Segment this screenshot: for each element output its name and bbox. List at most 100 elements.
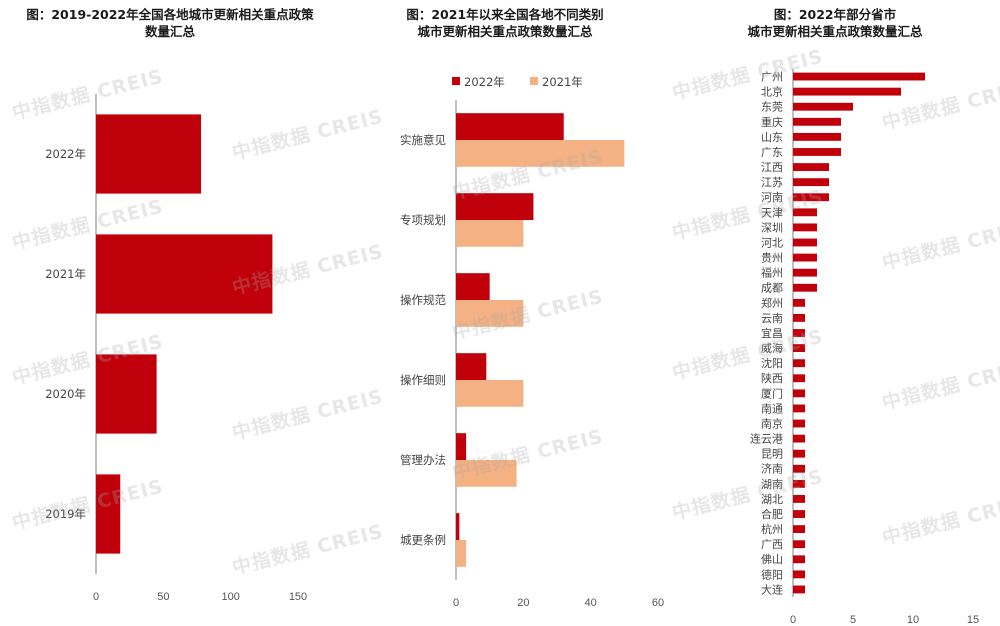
x-tick-label: 10 [907, 614, 919, 626]
category-label: 福州 [761, 266, 783, 280]
category-label: 湖南 [761, 478, 783, 491]
chart-panel-yearly: 图：2019-2022年全国各地城市更新相关重点政策 数量汇总 2022年 202… [0, 0, 340, 626]
bar [456, 193, 534, 220]
category-label: 广西 [761, 538, 783, 551]
bar [793, 102, 853, 111]
bar [793, 298, 805, 307]
x-tick-label: 20 [517, 597, 529, 609]
x-tick-label: 50 [157, 591, 169, 603]
bar [793, 555, 805, 564]
bar [793, 268, 817, 277]
category-label: 重庆 [761, 115, 783, 129]
category-label: 城更条例 [400, 533, 446, 547]
chart-title-line-2: 城市更新相关重点政策数量汇总 [417, 24, 593, 39]
bar [793, 570, 805, 579]
bar [793, 253, 817, 262]
bar [793, 585, 805, 594]
chart-title-line-2: 城市更新相关重点政策数量汇总 [747, 24, 923, 39]
bar [456, 140, 625, 167]
category-label: 沈阳 [761, 356, 783, 370]
category-label: 操作细则 [400, 373, 446, 387]
x-tick-label: 0 [93, 591, 99, 603]
bar [456, 433, 467, 460]
bar [793, 479, 805, 488]
bar [793, 329, 805, 337]
category-label: 2020年 [45, 387, 86, 401]
category-label: 东莞 [761, 101, 783, 114]
category-label: 杭州 [761, 522, 783, 536]
legend-swatch [530, 77, 538, 85]
category-label: 2019年 [45, 507, 86, 521]
category-label: 2022年 [45, 147, 86, 161]
chart-panel-category: 图：2021年以来全国各地不同类别 城市更新相关重点政策数量汇总 实施意见专项规… [340, 0, 670, 626]
chart-title: 图：2019-2022年全国各地城市更新相关重点政策 数量汇总 [0, 6, 340, 40]
category-label: 济南 [761, 462, 783, 476]
category-label: 管理办法 [400, 453, 446, 467]
bar [793, 359, 805, 368]
bar [793, 117, 841, 126]
bar [456, 300, 524, 327]
bar [793, 464, 805, 473]
category-label: 厦门 [761, 386, 783, 400]
bar [456, 353, 487, 380]
x-tick-label: 150 [289, 591, 307, 603]
category-label: 专项规划 [400, 213, 446, 227]
bar [96, 114, 202, 194]
chart-panel-city: 图：2022年部分省市 城市更新相关重点政策数量汇总 广州 北京 东莞 重庆 山东 广东江… [670, 0, 1000, 626]
bar [793, 223, 817, 232]
bar [793, 238, 817, 247]
x-tick-label: 100 [221, 591, 239, 603]
category-label: 河南 [761, 191, 783, 204]
category-label: 佛山 [761, 553, 783, 566]
bar [456, 273, 490, 300]
chart-title-line-1: 图：2022年部分省市 [773, 7, 897, 22]
category-label: 连云港 [750, 433, 783, 446]
category-label: 宜昌 [761, 326, 783, 340]
category-label: 江苏 [761, 176, 783, 189]
legend-swatch [452, 77, 460, 85]
category-label: 江西 [761, 161, 783, 174]
chart-title: 图：2021年以来全国各地不同类别 城市更新相关重点政策数量汇总 [340, 6, 670, 40]
chart-title: 图：2022年部分省市 城市更新相关重点政策数量汇总 [670, 6, 1000, 40]
bar-chart-city: 广州北京东莞重庆山东广东江西江苏河南天津深圳河北贵州福州成都郑州云南宜昌威海沈阳… [750, 69, 979, 626]
category-label: 山东 [761, 131, 783, 144]
chart-title-line-2: 数量汇总 [144, 24, 195, 39]
category-label: 天津 [761, 206, 783, 219]
category-label: 贵州 [761, 252, 783, 265]
bar [456, 220, 524, 247]
category-label: 实施意见 [400, 133, 446, 147]
category-label: 广州 [761, 71, 783, 84]
bar [793, 283, 817, 292]
bar [793, 510, 805, 518]
bar [793, 178, 829, 187]
bar [456, 113, 564, 140]
category-label: 郑州 [761, 296, 783, 310]
bar [96, 234, 273, 314]
category-label: 昆明 [761, 448, 783, 461]
bar [96, 474, 121, 554]
category-label: 成都 [761, 282, 783, 295]
bar-chart-yearly: 2022年 2021年 2020年 2019年 0 50 100 150 [45, 94, 307, 603]
bar [793, 419, 805, 428]
category-label: 云南 [761, 312, 783, 325]
legend-label: 2022年 [464, 75, 505, 89]
chart-title-line-1: 图：2021年以来全国各地不同类别 [406, 7, 604, 22]
bar [793, 87, 901, 96]
bar [456, 460, 517, 487]
category-label: 大连 [761, 582, 783, 596]
bar [793, 449, 805, 458]
bar [793, 495, 805, 503]
bar [456, 380, 524, 407]
x-tick-label: 15 [967, 614, 979, 626]
bar [793, 132, 841, 141]
category-label: 合肥 [761, 507, 783, 521]
bar [793, 540, 805, 549]
category-label: 操作规范 [400, 293, 446, 307]
category-label: 南通 [761, 402, 783, 415]
bar [96, 354, 157, 434]
category-label: 南京 [761, 416, 783, 430]
bar [793, 193, 829, 202]
legend-label: 2021年 [542, 75, 583, 89]
bar [456, 513, 460, 540]
